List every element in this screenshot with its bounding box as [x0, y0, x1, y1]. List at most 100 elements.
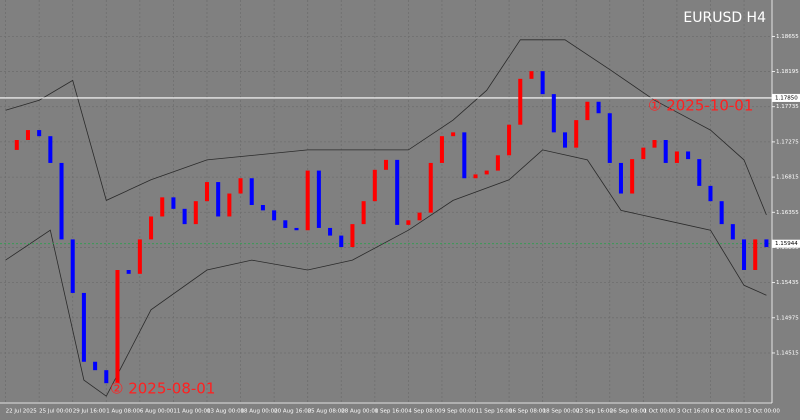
candle	[126, 270, 131, 274]
candle	[652, 140, 657, 148]
current-price-box	[772, 239, 800, 248]
y-tick-label: 1.17735	[776, 104, 799, 110]
candle	[149, 216, 154, 240]
x-tick-label: 1 Oct 00:00	[643, 409, 676, 415]
x-tick-label: 22 Jul 2025	[6, 409, 38, 415]
candle	[417, 212, 422, 221]
x-tick-label: 6 Aug 00:00	[140, 409, 174, 415]
candle	[719, 201, 724, 225]
candle	[93, 361, 98, 371]
candle	[484, 170, 489, 175]
y-tick-label: 1.14975	[776, 315, 799, 321]
candle	[294, 227, 299, 231]
candle	[574, 120, 579, 148]
candle	[495, 155, 500, 171]
x-tick-label: 28 Aug 00:00	[341, 409, 379, 415]
chart-title: EURUSD H4	[683, 10, 766, 26]
candle	[361, 201, 366, 225]
candle	[283, 220, 288, 228]
band-line	[5, 149, 767, 397]
current-price-label: 1.15944	[775, 241, 798, 247]
x-tick-label: 13 Oct 00:00	[744, 409, 780, 415]
candle	[137, 239, 142, 274]
hline-label: 1.17850	[775, 95, 798, 101]
candle	[25, 130, 30, 140]
x-tick-label: 18 Sep 00:00	[543, 409, 580, 415]
candle	[216, 182, 221, 217]
band-line	[5, 39, 767, 216]
candle	[462, 132, 467, 179]
x-tick-label: 25 Jul 00:00	[39, 409, 72, 415]
candle	[81, 292, 86, 362]
candle	[227, 193, 232, 217]
x-tick-label: 25 Aug 08:00	[308, 409, 346, 415]
annotation: ① 2025-10-01	[648, 97, 753, 115]
candle	[48, 136, 53, 163]
hline-label-box	[772, 93, 800, 102]
y-tick-label: 1.16355	[776, 210, 799, 216]
candle	[518, 78, 523, 125]
candle	[160, 197, 165, 217]
candle	[507, 124, 512, 156]
candle	[663, 140, 668, 163]
candle	[686, 151, 691, 160]
y-tick-label: 1.16815	[776, 175, 799, 181]
x-tick-label: 9 Sep 00:00	[442, 409, 476, 415]
candle	[305, 170, 310, 231]
candle	[249, 178, 254, 205]
x-tick-label: 11 Sep 16:00	[476, 409, 513, 415]
x-tick-label: 11 Aug 00:00	[173, 409, 211, 415]
y-tick-label: 1.15895	[776, 245, 799, 251]
candle	[104, 370, 109, 384]
candle	[439, 136, 444, 163]
candle	[383, 159, 389, 170]
candle	[339, 235, 344, 248]
candle	[204, 182, 209, 202]
y-tick-label: 1.14515	[776, 350, 799, 356]
x-tick-label: 1 Aug 08:00	[106, 409, 140, 415]
candle	[272, 210, 277, 221]
x-tick-label: 13 Aug 00:00	[207, 409, 245, 415]
x-tick-label: 3 Oct 16:00	[677, 409, 710, 415]
x-tick-label: 4 Sep 08:00	[408, 409, 442, 415]
candle	[451, 132, 456, 137]
candle	[406, 220, 411, 225]
candle	[585, 101, 590, 121]
y-tick-label: 1.15435	[776, 280, 799, 286]
candle	[238, 178, 243, 194]
candle	[641, 147, 646, 160]
candle	[563, 132, 568, 148]
candle	[618, 162, 623, 194]
candle	[171, 197, 176, 209]
candle	[372, 169, 377, 202]
candle	[59, 162, 64, 240]
x-tick-label: 8 Oct 08:00	[710, 409, 743, 415]
candle	[753, 239, 758, 270]
candle	[395, 159, 400, 225]
x-tick-label: 18 Aug 00:00	[241, 409, 279, 415]
x-tick-label: 23 Sep 16:00	[576, 409, 613, 415]
y-tick-label: 1.18655	[776, 34, 799, 40]
candle	[428, 162, 433, 213]
candle	[607, 113, 612, 163]
x-tick-label: 1 Sep 16:00	[375, 409, 409, 415]
candle	[551, 94, 556, 133]
candle	[193, 201, 198, 225]
candle	[182, 208, 187, 225]
x-tick-label: 29 Jul 16:00	[73, 409, 106, 415]
candle	[115, 270, 120, 384]
candle	[350, 224, 355, 248]
candle	[473, 174, 478, 179]
candle	[708, 185, 713, 202]
y-tick-label: 1.17275	[776, 139, 799, 145]
candle	[764, 239, 769, 248]
candle	[697, 159, 702, 186]
x-tick-label: 26 Sep 08:00	[610, 409, 647, 415]
candle	[529, 71, 534, 79]
x-tick-label: 20 Aug 16:00	[274, 409, 312, 415]
candle	[37, 130, 42, 137]
candle	[540, 71, 545, 95]
candle	[260, 205, 265, 211]
